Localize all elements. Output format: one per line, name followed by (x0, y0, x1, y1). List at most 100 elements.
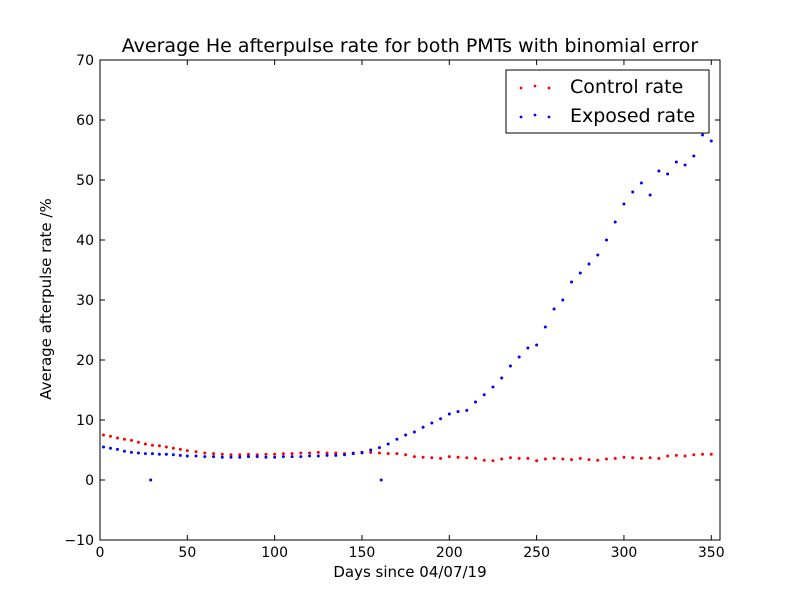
series-1-point-64 (631, 190, 635, 194)
y-tick-label-4: 30 (76, 293, 94, 309)
series-1-point-65 (639, 181, 643, 185)
series-1-point-18 (238, 455, 242, 459)
series-0-point-47 (491, 459, 495, 463)
series-1-point-29 (334, 453, 338, 457)
series-1-point-1 (108, 446, 112, 450)
series-1-point-32 (360, 450, 364, 454)
series-1-point-50 (508, 364, 512, 368)
series-1-point-0 (101, 445, 105, 449)
series-0-point-64 (639, 456, 643, 460)
series-0-point-59 (596, 458, 600, 462)
series-0-point-5 (136, 440, 140, 444)
series-1-point-4 (129, 450, 133, 454)
series-1-point-12 (185, 454, 189, 458)
series-1 (101, 133, 713, 482)
series-0-point-17 (229, 453, 233, 457)
series-0-point-62 (622, 455, 626, 459)
series-0 (101, 433, 713, 463)
series-0-point-65 (648, 456, 652, 460)
series-1-point-66 (648, 193, 652, 197)
series-1-point-30 (343, 453, 347, 457)
y-tick-label-3: 20 (76, 353, 94, 369)
series-1-point-14 (203, 455, 207, 459)
series-0-point-19 (246, 452, 250, 456)
series-0-point-38 (412, 455, 416, 459)
series-1-point-46 (473, 400, 477, 404)
y-tick-label-6: 50 (76, 173, 94, 189)
series-0-point-34 (377, 451, 381, 455)
series-1-point-54 (543, 325, 547, 329)
series-1-point-10 (171, 453, 175, 457)
series-1-point-63 (622, 202, 626, 206)
series-0-point-24 (290, 452, 294, 456)
series-0-point-43 (456, 455, 460, 459)
series-1-point-57 (570, 280, 574, 284)
legend-entry-exposed: Exposed rate (519, 105, 695, 127)
x-tick-label-7: 350 (698, 545, 725, 561)
series-0-point-10 (171, 446, 175, 450)
series-0-point-18 (238, 453, 242, 457)
series-1-point-42 (439, 417, 443, 421)
legend: Control rate Exposed rate (505, 69, 710, 134)
series-1-point-26 (308, 454, 312, 458)
series-0-point-58 (587, 458, 591, 462)
series-1-point-38 (404, 433, 408, 437)
chart-title: Average He afterpulse rate for both PMTs… (122, 35, 699, 57)
series-0-point-49 (508, 456, 512, 460)
y-axis-label: Average afterpulse rate /% (37, 198, 55, 399)
series-1-point-25 (299, 455, 303, 459)
series-0-point-29 (334, 451, 338, 455)
series-0-point-70 (692, 453, 696, 457)
series-1-point-35 (379, 478, 383, 482)
series-0-point-53 (543, 457, 547, 461)
series-0-point-33 (369, 450, 373, 454)
series-0-point-27 (316, 450, 320, 454)
series-1-point-62 (613, 220, 617, 224)
series-1-point-31 (351, 452, 355, 456)
series-1-point-45 (465, 408, 469, 412)
series-0-point-60 (604, 457, 608, 461)
series-1-point-68 (666, 172, 670, 176)
y-tick-label-2: 10 (76, 413, 94, 429)
series-0-point-23 (281, 452, 285, 456)
series-0-point-9 (164, 445, 168, 449)
x-tick-label-4: 200 (436, 545, 463, 561)
series-0-point-12 (185, 449, 189, 453)
series-0-point-42 (447, 455, 451, 459)
axes-frame (99, 59, 721, 541)
series-0-point-0 (101, 433, 105, 437)
series-1-point-67 (657, 169, 661, 173)
series-1-point-23 (281, 455, 285, 459)
series-0-point-56 (570, 458, 574, 462)
series-1-point-53 (535, 343, 539, 347)
series-1-point-37 (395, 437, 399, 441)
series-1-point-71 (692, 154, 696, 158)
series-1-point-2 (115, 447, 119, 451)
series-0-point-26 (308, 451, 312, 455)
x-tick-label-0: 0 (96, 545, 105, 561)
series-1-point-41 (430, 421, 434, 425)
series-0-point-6 (143, 442, 147, 446)
y-tick-label-8: 70 (76, 53, 94, 69)
series-1-point-34 (377, 446, 381, 450)
legend-marker-control-3 (547, 86, 551, 90)
series-1-point-56 (561, 298, 565, 302)
series-1-point-73 (709, 139, 713, 143)
series-0-point-41 (439, 456, 443, 460)
series-1-point-6 (143, 452, 147, 456)
series-1-point-3 (122, 449, 126, 453)
series-1-point-9 (164, 452, 168, 456)
series-1-point-13 (194, 454, 198, 458)
x-tick-label-1: 50 (178, 545, 196, 561)
series-0-point-21 (264, 452, 268, 456)
legend-marker-exposed-2 (533, 113, 537, 117)
series-1-point-19 (246, 455, 250, 459)
series-0-point-48 (500, 457, 504, 461)
x-tick-label-5: 250 (523, 545, 550, 561)
series-1-point-15 (212, 455, 216, 459)
series-0-point-61 (613, 456, 617, 460)
series-1-point-44 (456, 410, 460, 414)
series-0-point-45 (473, 456, 477, 460)
series-1-point-11 (178, 453, 182, 457)
y-tick-label-5: 40 (76, 233, 94, 249)
